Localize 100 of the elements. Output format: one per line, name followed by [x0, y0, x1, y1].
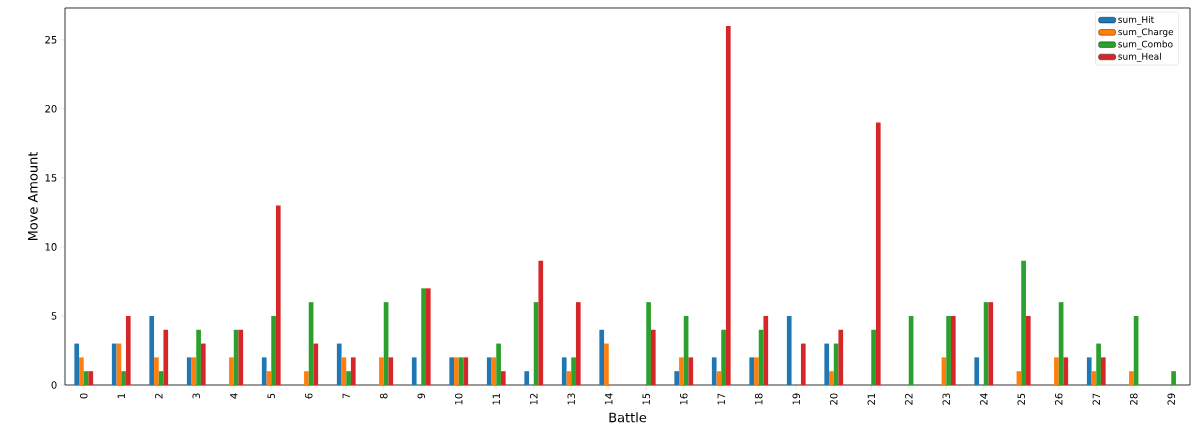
bar [336, 343, 342, 385]
bar [261, 357, 267, 385]
bar [1100, 357, 1106, 385]
bar [754, 357, 759, 385]
y-tick-label: 10 [45, 243, 57, 251]
bar [679, 357, 684, 385]
bar [271, 315, 276, 385]
bar [304, 371, 309, 385]
bar [163, 329, 169, 385]
bar [1171, 371, 1176, 385]
bar [229, 357, 234, 385]
bar [946, 315, 951, 385]
bar [800, 343, 806, 385]
bar [238, 329, 244, 385]
x-tick-label: 7 [342, 393, 350, 399]
y-tick-label: 0 [51, 381, 57, 389]
bar [950, 315, 956, 385]
x-tick-label: 11 [492, 393, 500, 405]
bar [1063, 357, 1069, 385]
bar [346, 371, 351, 385]
x-tick-label: 21 [867, 393, 875, 405]
y-axis-title: Move Amount [28, 151, 38, 241]
x-tick-label: 23 [942, 393, 951, 405]
bar [421, 288, 426, 385]
bar [829, 371, 834, 385]
x-tick-label: 18 [754, 393, 763, 405]
x-tick-label: 27 [1092, 393, 1100, 405]
bar [200, 343, 206, 385]
bar [388, 357, 394, 385]
bar [711, 357, 717, 385]
bar [379, 357, 384, 385]
x-tick-label: 10 [454, 393, 463, 405]
x-tick-label: 12 [530, 393, 538, 405]
bar [486, 357, 492, 385]
bar [524, 371, 530, 385]
bar [411, 357, 417, 385]
bar [763, 315, 769, 385]
bar [749, 357, 755, 385]
bar [196, 329, 201, 385]
bar [786, 315, 792, 385]
bar [125, 315, 131, 385]
x-tick-label: 3 [192, 393, 201, 399]
bar [575, 302, 581, 385]
bar [871, 329, 876, 385]
bar [650, 329, 656, 385]
bar [538, 260, 544, 385]
y-tick-label: 15 [45, 174, 57, 182]
x-tick-label: 22 [905, 393, 913, 405]
bar [79, 357, 84, 385]
bar [463, 357, 469, 385]
bar [674, 371, 680, 385]
bar [721, 329, 726, 385]
x-tick-label: 0 [79, 393, 88, 399]
bar [604, 343, 609, 385]
bar [725, 25, 731, 385]
bar [1021, 260, 1026, 385]
bar [121, 371, 126, 385]
bar [425, 288, 431, 385]
x-tick-label: 25 [1017, 393, 1026, 405]
legend-label: sum_Hit [1118, 15, 1154, 25]
y-tick-label: 20 [45, 105, 57, 113]
bar [500, 371, 506, 385]
bar [824, 343, 830, 385]
x-tick-label: 17 [717, 393, 725, 405]
bar [449, 357, 455, 385]
bar [454, 357, 459, 385]
x-tick-label: 5 [267, 393, 275, 399]
bar [186, 357, 192, 385]
bar [561, 357, 567, 385]
x-tick-label: 14 [605, 393, 613, 405]
x-tick-label: 29 [1167, 393, 1176, 405]
bar [571, 357, 576, 385]
x-axis-title: Battle [609, 412, 647, 423]
bar [496, 343, 501, 385]
x-tick-label: 16 [679, 393, 688, 405]
x-tick-label: 28 [1129, 393, 1138, 405]
bar [350, 357, 356, 385]
bar [74, 343, 80, 385]
bar [1096, 343, 1101, 385]
x-tick-label: 2 [155, 393, 163, 399]
x-tick-label: 6 [304, 393, 313, 399]
x-tick-label: 24 [980, 393, 988, 405]
x-tick-label: 13 [567, 393, 576, 405]
bar [875, 122, 881, 385]
bar [88, 371, 94, 385]
bar [1025, 315, 1031, 385]
bar [988, 302, 994, 385]
legend-label: sum_Combo [1118, 40, 1173, 50]
bar [1086, 357, 1092, 385]
bar [275, 205, 281, 385]
bar [154, 357, 159, 385]
legend-label: sum_Heal [1118, 52, 1161, 62]
bar [313, 343, 319, 385]
x-tick-label: 8 [379, 393, 388, 399]
x-tick-label: 4 [230, 393, 238, 399]
x-tick-label: 19 [792, 393, 801, 405]
x-tick-label: 1 [117, 393, 125, 399]
y-tick-label: 25 [45, 35, 57, 44]
bar [646, 302, 651, 385]
bar [688, 357, 694, 385]
